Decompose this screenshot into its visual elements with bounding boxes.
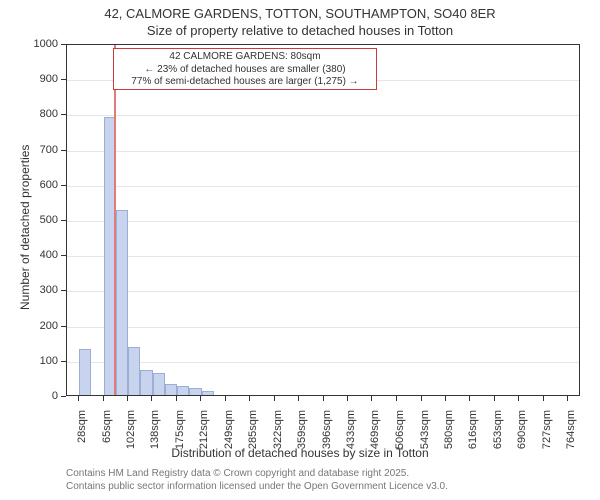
xtick-label: 543sqm (419, 410, 431, 458)
histogram-bar (165, 384, 177, 395)
ytick-label: 700 (26, 144, 58, 156)
ytick-label: 1000 (26, 38, 58, 50)
xtick-label: 359sqm (296, 410, 308, 458)
xtick-mark (249, 396, 250, 401)
xtick-mark (421, 396, 422, 401)
xtick-label: 506sqm (394, 410, 406, 458)
xtick-label: 616sqm (467, 410, 479, 458)
ytick-mark (61, 326, 66, 327)
xtick-mark (323, 396, 324, 401)
footer-line: Contains HM Land Registry data © Crown c… (66, 468, 448, 481)
histogram-bar (140, 370, 152, 395)
annotation-box: 42 CALMORE GARDENS: 80sqm← 23% of detach… (113, 48, 377, 90)
xtick-mark (396, 396, 397, 401)
gridline-h (67, 256, 579, 257)
gridline-h (67, 327, 579, 328)
ytick-label: 600 (26, 179, 58, 191)
ytick-mark (61, 220, 66, 221)
histogram-bar (116, 210, 128, 395)
xtick-mark (127, 396, 128, 401)
xtick-label: 138sqm (149, 410, 161, 458)
gridline-h (67, 291, 579, 292)
xtick-mark (543, 396, 544, 401)
ytick-mark (61, 255, 66, 256)
annotation-line: ← 23% of detached houses are smaller (38… (118, 64, 372, 77)
xtick-label: 727sqm (541, 410, 553, 458)
xtick-label: 322sqm (272, 410, 284, 458)
xtick-mark (274, 396, 275, 401)
ytick-label: 0 (26, 390, 58, 402)
xtick-mark (103, 396, 104, 401)
xtick-mark (225, 396, 226, 401)
xtick-mark (176, 396, 177, 401)
gridline-h (67, 221, 579, 222)
gridline-h (67, 362, 579, 363)
gridline-h (67, 151, 579, 152)
xtick-label: 249sqm (223, 410, 235, 458)
histogram-bar (128, 347, 140, 395)
ytick-label: 900 (26, 73, 58, 85)
xtick-mark (445, 396, 446, 401)
xtick-label: 28sqm (76, 410, 88, 458)
reference-line (114, 45, 116, 395)
xtick-mark (78, 396, 79, 401)
xtick-label: 212sqm (198, 410, 210, 458)
ytick-label: 300 (26, 284, 58, 296)
xtick-label: 653sqm (492, 410, 504, 458)
xtick-label: 433sqm (345, 410, 357, 458)
ytick-label: 100 (26, 355, 58, 367)
plot-area (66, 44, 580, 396)
xtick-label: 580sqm (443, 410, 455, 458)
ytick-mark (61, 150, 66, 151)
xtick-label: 690sqm (516, 410, 528, 458)
chart-title-line1: 42, CALMORE GARDENS, TOTTON, SOUTHAMPTON… (0, 6, 600, 21)
xtick-mark (567, 396, 568, 401)
histogram-bar (153, 373, 165, 395)
ytick-label: 400 (26, 249, 58, 261)
ytick-mark (61, 114, 66, 115)
xtick-mark (347, 396, 348, 401)
ytick-label: 800 (26, 108, 58, 120)
ytick-mark (61, 396, 66, 397)
xtick-label: 285sqm (247, 410, 259, 458)
xtick-label: 175sqm (174, 410, 186, 458)
xtick-mark (298, 396, 299, 401)
footer-credits: Contains HM Land Registry data © Crown c… (66, 468, 448, 493)
ytick-mark (61, 44, 66, 45)
xtick-mark (469, 396, 470, 401)
annotation-line: 42 CALMORE GARDENS: 80sqm (118, 51, 372, 64)
xtick-mark (518, 396, 519, 401)
histogram-bar (177, 386, 189, 395)
xtick-label: 102sqm (125, 410, 137, 458)
xtick-mark (371, 396, 372, 401)
annotation-line: 77% of semi-detached houses are larger (… (118, 76, 372, 89)
xtick-label: 764sqm (565, 410, 577, 458)
xtick-mark (151, 396, 152, 401)
ytick-mark (61, 185, 66, 186)
chart-title-line2: Size of property relative to detached ho… (0, 23, 600, 38)
xtick-label: 65sqm (101, 410, 113, 458)
ytick-mark (61, 79, 66, 80)
histogram-bar (189, 388, 201, 395)
ytick-label: 200 (26, 320, 58, 332)
gridline-h (67, 186, 579, 187)
xtick-mark (200, 396, 201, 401)
xtick-label: 469sqm (369, 410, 381, 458)
gridline-h (67, 115, 579, 116)
xtick-label: 396sqm (321, 410, 333, 458)
ytick-mark (61, 290, 66, 291)
ytick-mark (61, 361, 66, 362)
footer-line: Contains public sector information licen… (66, 481, 448, 494)
histogram-bar (202, 391, 214, 395)
xtick-mark (494, 396, 495, 401)
histogram-bar (79, 349, 91, 395)
ytick-label: 500 (26, 214, 58, 226)
